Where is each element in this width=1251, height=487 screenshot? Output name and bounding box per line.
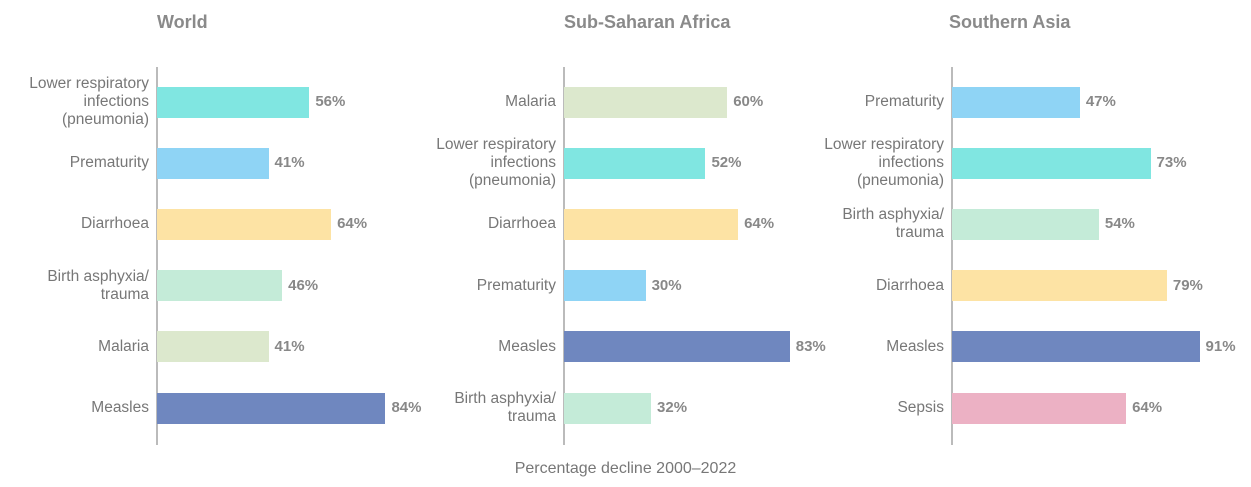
bar [564, 392, 652, 424]
value-label: 79% [1172, 276, 1203, 294]
x-axis-label: Percentage decline 2000–2022 [514, 460, 737, 477]
value-label: 52% [711, 154, 742, 172]
axis-line [951, 67, 953, 445]
bar [157, 86, 310, 118]
bar [952, 208, 1099, 240]
panel-title: World [157, 12, 208, 32]
bar [564, 331, 790, 363]
category-label: Measles [886, 337, 944, 355]
value-label: 64% [744, 215, 775, 233]
value-label: 30% [651, 276, 682, 294]
category-label: Lower respiratory infections (pneumonia) [436, 136, 556, 190]
bar [952, 270, 1167, 302]
panel-title: Southern Asia [949, 12, 1071, 32]
category-label: Prematurity [69, 154, 149, 172]
category-label: Measles [498, 337, 556, 355]
category-label: Diarrhoea [80, 215, 149, 233]
category-label: Birth asphyxia/ trauma [47, 267, 149, 303]
category-label: Sepsis [897, 399, 944, 416]
value-label: 64% [337, 215, 368, 233]
category-label: Prematurity [476, 276, 556, 294]
bar [952, 147, 1151, 179]
bar [564, 147, 706, 179]
bar [157, 208, 332, 240]
axis-line [156, 67, 158, 445]
value-label: 84% [391, 399, 422, 416]
axis-line [563, 67, 565, 445]
category-label: Birth asphyxia/ trauma [842, 206, 944, 242]
category-label: Measles [91, 399, 149, 416]
bar [157, 331, 269, 363]
value-label: 64% [1132, 399, 1163, 416]
value-label: 91% [1205, 337, 1236, 355]
value-label: 47% [1085, 93, 1116, 110]
value-label: 41% [274, 154, 305, 172]
value-label: 83% [795, 337, 826, 355]
category-label: Lower respiratory infections (pneumonia) [29, 75, 149, 128]
category-label: Malaria [98, 337, 149, 355]
value-label: 56% [315, 93, 346, 110]
value-label: 32% [657, 399, 688, 416]
bar [564, 86, 728, 118]
bar [157, 270, 283, 302]
bar [157, 392, 386, 424]
bar [157, 147, 269, 179]
category-label: Birth asphyxia/ trauma [454, 390, 556, 425]
value-label: 46% [288, 276, 319, 294]
value-label: 73% [1156, 154, 1187, 172]
bar [564, 270, 646, 302]
bar [952, 392, 1127, 424]
category-label: Diarrhoea [875, 276, 944, 294]
bar [952, 331, 1200, 363]
category-label: Prematurity [864, 93, 944, 110]
bar [952, 86, 1080, 118]
category-label: Malaria [505, 93, 556, 110]
category-label: Diarrhoea [487, 215, 556, 233]
value-label: 41% [274, 337, 305, 355]
bar [564, 208, 739, 240]
panel-title: Sub-Saharan Africa [564, 12, 731, 32]
value-label: 54% [1104, 215, 1135, 233]
category-label: Lower respiratory infections (pneumonia) [824, 136, 944, 190]
value-label: 60% [733, 93, 764, 110]
